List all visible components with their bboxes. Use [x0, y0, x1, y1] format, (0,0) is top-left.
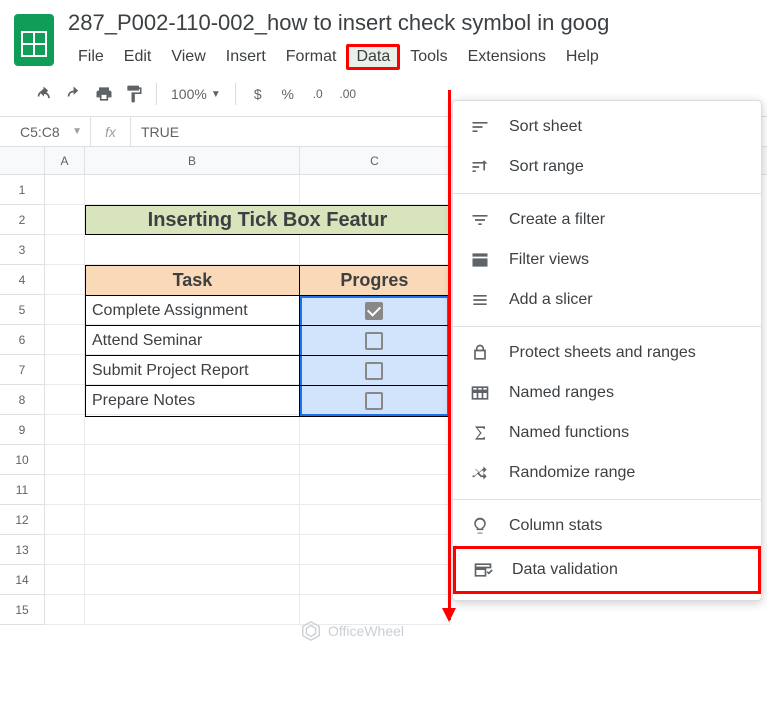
menu-help[interactable]: Help — [556, 44, 609, 70]
row-header[interactable]: 12 — [0, 505, 44, 535]
data-validation-icon — [472, 559, 494, 581]
progress-cell[interactable] — [300, 386, 449, 416]
banner-title: Inserting Tick Box Featur — [85, 205, 450, 235]
row-header[interactable]: 13 — [0, 535, 44, 565]
slicer-icon — [469, 289, 491, 311]
row-header[interactable]: 15 — [0, 595, 44, 625]
col-header-a[interactable]: A — [45, 147, 85, 174]
document-title[interactable]: 287_P002-110-002_how to insert check sym… — [68, 10, 753, 36]
row-header[interactable]: 6 — [0, 325, 44, 355]
sort-sheet-icon — [469, 116, 491, 138]
menu-data[interactable]: Data — [346, 44, 400, 70]
menu-file[interactable]: File — [68, 44, 114, 70]
row-header[interactable]: 14 — [0, 565, 44, 595]
row-header[interactable]: 5 — [0, 295, 44, 325]
redo-button[interactable] — [60, 80, 88, 108]
task-cell[interactable]: Submit Project Report — [86, 356, 300, 385]
print-button[interactable] — [90, 80, 118, 108]
row-header[interactable]: 1 — [0, 175, 44, 205]
table-header-progress: Progres — [300, 266, 449, 295]
sheets-logo — [14, 14, 54, 66]
annotation-arrow — [448, 90, 451, 620]
row-header[interactable]: 8 — [0, 385, 44, 415]
menu-protect-sheets[interactable]: Protect sheets and ranges — [453, 333, 761, 373]
menu-named-functions[interactable]: Named functions — [453, 413, 761, 453]
menu-create-filter[interactable]: Create a filter — [453, 200, 761, 240]
menu-named-ranges[interactable]: Named ranges — [453, 373, 761, 413]
name-box[interactable]: C5:C8 ▼ — [0, 124, 90, 140]
zoom-select[interactable]: 100%▼ — [165, 86, 227, 102]
zoom-value: 100% — [171, 86, 207, 102]
row-header[interactable]: 10 — [0, 445, 44, 475]
row-header[interactable]: 2 — [0, 205, 44, 235]
menu-filter-views[interactable]: Filter views — [453, 240, 761, 280]
chevron-down-icon: ▼ — [72, 126, 82, 137]
menu-data-validation[interactable]: Data validation — [453, 546, 761, 594]
col-header-b[interactable]: B — [85, 147, 300, 174]
row-header[interactable]: 11 — [0, 475, 44, 505]
undo-button[interactable] — [30, 80, 58, 108]
task-cell[interactable]: Prepare Notes — [86, 386, 300, 416]
col-header-c[interactable]: C — [300, 147, 450, 174]
checkbox-icon[interactable] — [365, 332, 383, 350]
menu-bar: File Edit View Insert Format Data Tools … — [68, 44, 753, 70]
sigma-icon — [469, 422, 491, 444]
row-header[interactable]: 9 — [0, 415, 44, 445]
menu-format[interactable]: Format — [276, 44, 347, 70]
row-header[interactable]: 3 — [0, 235, 44, 265]
select-all-corner[interactable] — [0, 147, 44, 175]
paint-format-button[interactable] — [120, 80, 148, 108]
decrease-decimal-button[interactable]: .0 — [304, 80, 332, 108]
checkbox-icon[interactable] — [365, 362, 383, 380]
menu-sort-sheet[interactable]: Sort sheet — [453, 107, 761, 147]
named-ranges-icon — [469, 382, 491, 404]
menu-edit[interactable]: Edit — [114, 44, 162, 70]
filter-views-icon — [469, 249, 491, 271]
menu-view[interactable]: View — [161, 44, 215, 70]
percent-button[interactable]: % — [274, 80, 302, 108]
increase-decimal-button[interactable]: .00 — [334, 80, 362, 108]
menu-column-stats[interactable]: Column stats — [453, 506, 761, 546]
sort-range-icon — [469, 156, 491, 178]
row-header[interactable]: 4 — [0, 265, 44, 295]
menu-tools[interactable]: Tools — [400, 44, 457, 70]
name-box-value: C5:C8 — [20, 124, 60, 140]
menu-randomize-range[interactable]: Randomize range — [453, 453, 761, 493]
progress-cell[interactable] — [300, 296, 449, 325]
row-header[interactable]: 7 — [0, 355, 44, 385]
menu-sort-range[interactable]: Sort range — [453, 147, 761, 187]
shuffle-icon — [469, 462, 491, 484]
table-header-task: Task — [86, 266, 300, 295]
filter-icon — [469, 209, 491, 231]
data-menu-dropdown: Sort sheet Sort range Create a filter Fi… — [452, 100, 762, 601]
watermark: OfficeWheel — [300, 620, 404, 642]
task-cell[interactable]: Complete Assignment — [86, 296, 300, 325]
task-cell[interactable]: Attend Seminar — [86, 326, 300, 355]
currency-button[interactable]: $ — [244, 80, 272, 108]
fx-label: fx — [90, 117, 130, 146]
checkbox-icon[interactable] — [365, 392, 383, 410]
menu-extensions[interactable]: Extensions — [458, 44, 556, 70]
progress-cell[interactable] — [300, 356, 449, 385]
menu-add-slicer[interactable]: Add a slicer — [453, 280, 761, 320]
progress-cell[interactable] — [300, 326, 449, 355]
lightbulb-icon — [469, 515, 491, 537]
lock-icon — [469, 342, 491, 364]
menu-insert[interactable]: Insert — [216, 44, 276, 70]
task-table: Task Progres Complete Assignment Attend … — [85, 265, 450, 417]
checkbox-icon[interactable] — [365, 302, 383, 320]
